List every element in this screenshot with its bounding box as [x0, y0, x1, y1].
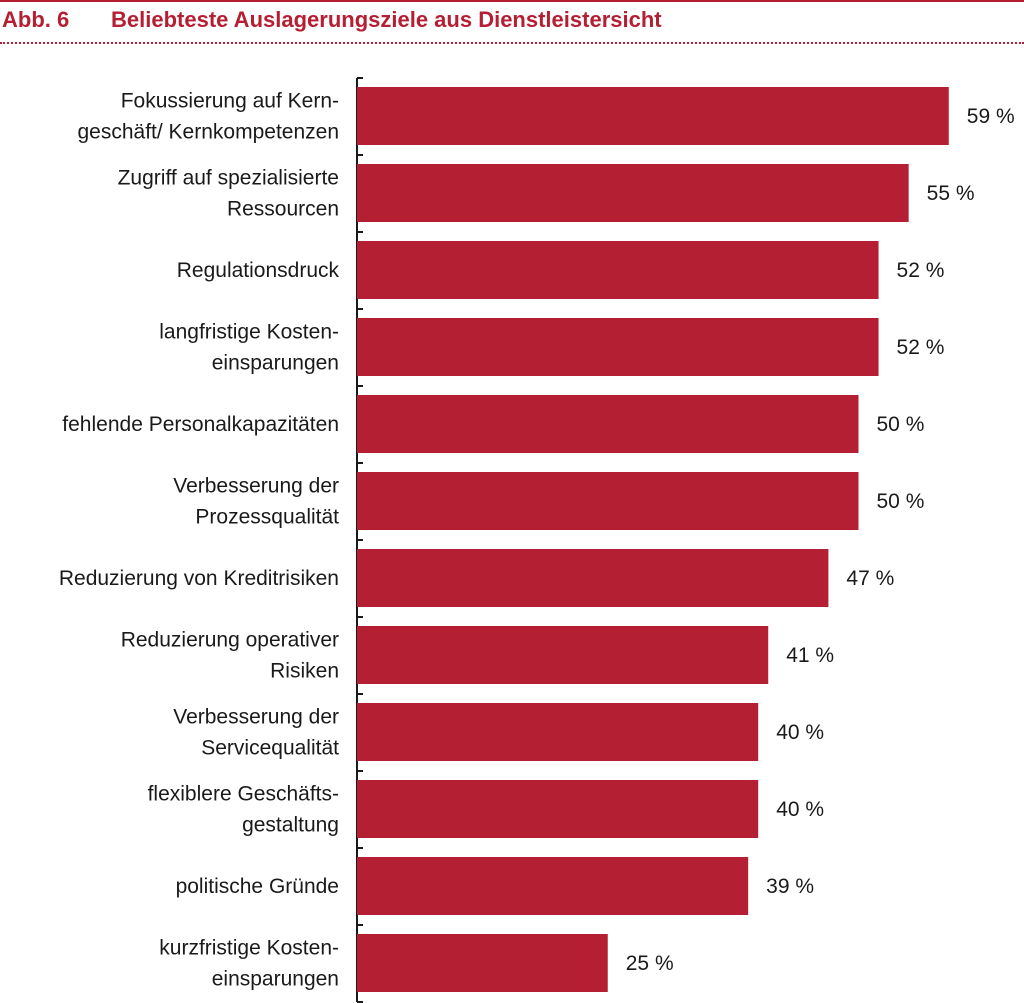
header-dotted-rule	[0, 42, 1024, 44]
category-label: fehlende Personalkapazitäten	[62, 413, 339, 436]
header-top-rule	[0, 0, 1024, 2]
category-label: einsparungen	[212, 352, 339, 375]
category-label: Fokussierung auf Kern-	[121, 90, 339, 113]
value-label: 41 %	[786, 644, 834, 667]
category-label: Risiken	[270, 660, 339, 683]
bar	[357, 472, 859, 530]
bar	[357, 934, 608, 992]
category-label: Ressourcen	[227, 198, 339, 221]
value-label: 25 %	[626, 952, 674, 975]
category-label: Reduzierung von Kreditrisiken	[59, 567, 339, 590]
value-label: 39 %	[766, 875, 814, 898]
category-label: Verbesserung der	[173, 475, 339, 498]
figure-header: Abb. 6 Beliebteste Auslagerungsziele aus…	[0, 0, 1024, 46]
value-label: 47 %	[846, 567, 894, 590]
value-label: 40 %	[776, 721, 824, 744]
category-label: langfristige Kosten-	[159, 321, 339, 344]
value-label: 52 %	[897, 259, 945, 282]
value-label: 50 %	[877, 413, 925, 436]
bar	[357, 549, 829, 607]
category-label: Verbesserung der	[173, 706, 339, 729]
bar	[357, 857, 749, 915]
bar	[357, 241, 879, 299]
bar	[357, 318, 879, 376]
bar	[357, 703, 759, 761]
value-label: 55 %	[927, 182, 975, 205]
category-label: flexiblere Geschäfts-	[148, 783, 339, 806]
bar	[357, 395, 859, 453]
value-label: 40 %	[776, 798, 824, 821]
bar	[357, 626, 769, 684]
category-label: gestaltung	[242, 814, 339, 837]
value-label: 59 %	[967, 105, 1015, 128]
figure-title: Beliebteste Auslagerungsziele aus Dienst…	[111, 7, 662, 32]
category-label: Servicequalität	[201, 737, 339, 760]
value-label: 50 %	[877, 490, 925, 513]
category-label: politische Gründe	[176, 875, 339, 898]
category-label: geschäft/ Kernkompetenzen	[78, 121, 340, 144]
bar	[357, 164, 909, 222]
value-label: 52 %	[897, 336, 945, 359]
category-label: Regulationsdruck	[177, 259, 340, 282]
category-label: Zugriff auf spezialisierte	[118, 167, 339, 190]
bar	[357, 780, 759, 838]
category-label: Prozessqualität	[195, 506, 339, 529]
category-label: einsparungen	[212, 968, 339, 991]
bar	[357, 87, 949, 145]
category-label: kurzfristige Kosten-	[159, 937, 339, 960]
figure-number: Abb. 6	[2, 7, 70, 32]
category-label: Reduzierung operativer	[121, 629, 339, 652]
